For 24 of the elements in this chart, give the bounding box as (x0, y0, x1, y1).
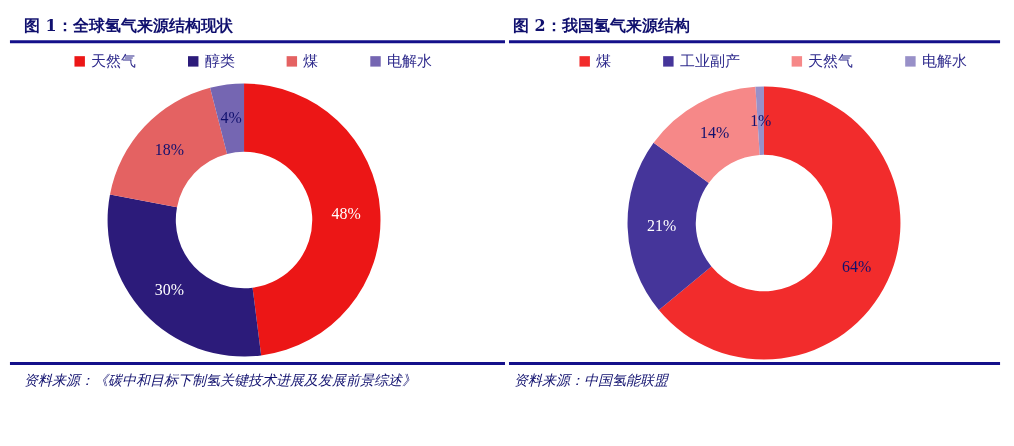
data-label: 64% (842, 257, 872, 275)
donut-slice (244, 83, 381, 356)
donut-slice (210, 83, 245, 154)
text: 资料来源：中国氢能联盟 (513, 372, 670, 389)
data-label: 4% (220, 109, 242, 127)
donut-slice (627, 142, 712, 310)
data-label: 1% (750, 111, 772, 129)
legend-label: 电解水 (386, 52, 432, 71)
legend-label: 醇类 (204, 52, 235, 71)
data-label: 21% (647, 217, 677, 235)
text: 资料来源：《碳中和目标下制氢关键技术进展及发展前景综述》 (23, 372, 416, 389)
data-label: 48% (331, 204, 361, 222)
donut-slice (107, 194, 262, 357)
legend-label: 天然气 (808, 52, 854, 71)
data-label: 18% (154, 140, 185, 158)
legend-label: 天然气 (91, 52, 137, 71)
legend-label: 工业副产 (679, 52, 740, 71)
chart-title: 图 2：我国氢气来源结构 (512, 15, 690, 35)
legend-label: 煤 (596, 52, 612, 71)
legend-label: 煤 (303, 52, 319, 71)
data-label: 14% (700, 124, 730, 142)
chart-title: 图 1：全球氢气来源结构现状 (23, 15, 234, 35)
legend-label: 电解水 (921, 52, 967, 71)
data-label: 30% (154, 281, 185, 299)
